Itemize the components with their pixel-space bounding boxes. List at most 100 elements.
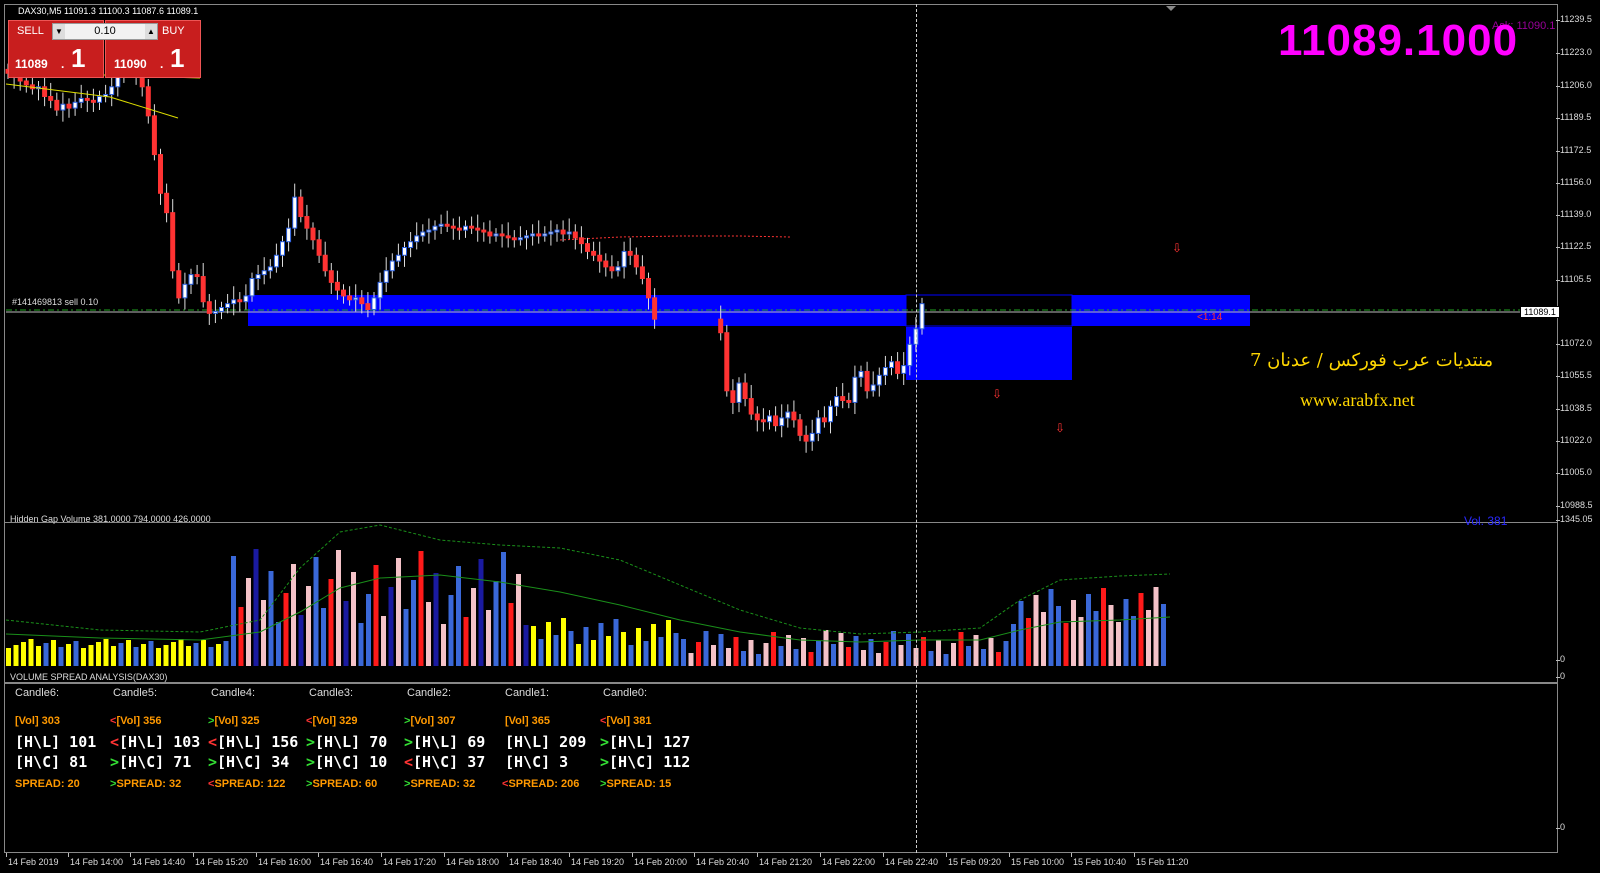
bull-candle <box>767 415 772 423</box>
bull-candle <box>919 303 925 330</box>
volume-bar <box>808 652 814 666</box>
volume-bar <box>981 649 986 666</box>
signal-arrow-icon: ⇩ <box>992 387 1002 401</box>
sell-price-dot: . <box>61 57 65 71</box>
volume-bar <box>681 639 686 666</box>
price-chart-pane[interactable] <box>4 4 1558 528</box>
bear-candle <box>609 266 615 272</box>
volume-bar <box>531 626 536 666</box>
volume-bar <box>328 579 334 666</box>
volume-bar <box>88 645 94 666</box>
volume-bar <box>1071 600 1076 666</box>
volume-bar <box>516 574 521 666</box>
trendline <box>109 96 179 119</box>
vsa-hl: [H\L] 209 <box>505 733 587 751</box>
vsa-hc: >[H\C] 34 <box>208 753 290 771</box>
bear-candle <box>334 281 340 291</box>
bull-candle <box>383 270 389 283</box>
volume-bar <box>216 644 221 666</box>
volume-bar <box>831 644 836 666</box>
bear-candle <box>310 227 316 241</box>
volume-bar <box>43 643 49 666</box>
volume-bar <box>73 641 79 666</box>
volume-readout: Vol. 381 <box>1464 514 1508 528</box>
vsa-spread: >SPREAD: 15 <box>600 778 672 790</box>
time-tick <box>632 853 633 857</box>
vsa-hc: >[H\C] 71 <box>110 753 192 771</box>
price-scale-label: 11005.0 <box>1556 467 1592 477</box>
volume-bar <box>96 642 101 666</box>
vsa-vol: >[Vol] 325 <box>208 715 260 727</box>
time-axis-label: 15 Feb 10:40 <box>1073 857 1127 867</box>
volume-bar <box>426 602 431 666</box>
volume-bar <box>1011 624 1016 666</box>
lot-decrease-icon[interactable]: ▼ <box>53 24 65 39</box>
time-tick <box>1134 853 1135 857</box>
order-line-label[interactable]: #141469813 sell 0.10 <box>12 297 99 307</box>
volume-bar <box>366 594 371 666</box>
volume-bar <box>306 586 311 666</box>
volume-bar <box>66 644 71 666</box>
time-tick <box>946 853 947 857</box>
bull-candle <box>542 233 548 237</box>
bear-candle <box>237 299 243 303</box>
volume-bar <box>628 645 634 666</box>
up-arrow-icon: > <box>306 733 316 751</box>
bull-candle <box>420 231 426 237</box>
bear-candle <box>846 399 852 403</box>
vsa-candle-head: Candle1: <box>505 687 550 699</box>
vsa-hl: [H\L] 101 <box>15 733 97 751</box>
volume-bar <box>861 650 866 666</box>
bull-candle <box>876 374 882 386</box>
bear-candle <box>84 97 90 101</box>
bull-candle <box>72 101 78 109</box>
up-arrow-icon: > <box>208 753 218 771</box>
lot-increase-icon[interactable]: ▲ <box>145 24 157 39</box>
up-arrow-icon: > <box>600 753 610 771</box>
bull-candle <box>273 254 279 268</box>
volume-ma-upper <box>5 524 1171 635</box>
volume-bar <box>471 588 476 666</box>
volume-bar <box>411 580 416 666</box>
bear-candle <box>487 231 493 237</box>
down-arrow-icon: < <box>306 715 313 727</box>
up-arrow-icon: > <box>404 733 414 751</box>
volume-bar <box>1063 623 1069 666</box>
down-arrow-icon: < <box>404 753 414 771</box>
time-tick <box>694 853 695 857</box>
trendline <box>5 83 111 98</box>
volume-bar <box>493 581 499 666</box>
volume-bar <box>133 647 139 666</box>
volume-bar <box>111 646 116 666</box>
vsa-candle-column: Candle3: <[Vol] 329 >[H\L] 70 >[H\C] 10 >SPR… <box>306 686 406 796</box>
time-axis-label: 14 Feb 2019 <box>8 857 59 867</box>
volume-bar <box>231 556 236 666</box>
bear-candle <box>316 239 322 256</box>
bear-candle <box>23 80 29 86</box>
bull-candle <box>530 233 536 237</box>
signal-arrow-icon: ⇩ <box>1172 241 1182 255</box>
volume-bar <box>988 638 994 666</box>
price-scale-label: 11206.0 <box>1556 80 1592 90</box>
bull-candle <box>231 299 237 305</box>
volume-bar <box>396 558 401 666</box>
lot-size-input[interactable]: ▼ 0.10 ▲ <box>52 23 158 40</box>
volume-scale-top: 1345.05 <box>1556 514 1593 524</box>
bear-candle <box>176 270 182 299</box>
volume-bar <box>171 642 176 666</box>
bull-candle <box>377 281 383 299</box>
bear-candle <box>145 86 151 117</box>
bull-candle <box>188 274 194 285</box>
volume-bar <box>636 628 641 666</box>
vsa-indicator-pane[interactable] <box>4 683 1558 853</box>
volume-bar <box>321 608 326 666</box>
bear-candle <box>560 229 566 235</box>
volume-bar <box>1086 594 1091 666</box>
bull-candle <box>261 270 267 276</box>
volume-bar <box>448 595 454 666</box>
bull-candle <box>182 283 188 299</box>
volume-bar <box>223 641 229 666</box>
volume-bar <box>1138 593 1144 666</box>
bull-candle <box>212 310 218 314</box>
bear-candle <box>773 415 779 427</box>
